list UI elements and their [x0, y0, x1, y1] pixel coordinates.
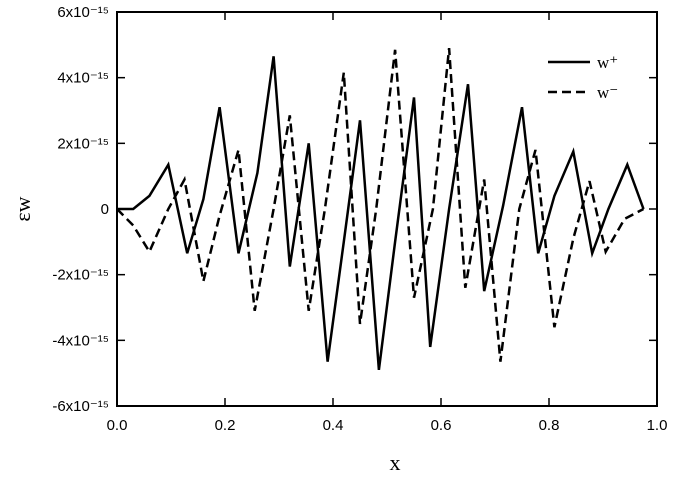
y-tick-label: 4x10⁻¹⁵ — [57, 70, 109, 87]
y-tick-label: -2x10⁻¹⁵ — [52, 267, 109, 284]
x-tick-label: 0.4 — [323, 417, 344, 434]
y-axis-label: εw — [10, 196, 35, 221]
y-tick-label: 0 — [101, 201, 109, 218]
y-tick-label: -4x10⁻¹⁵ — [52, 332, 109, 349]
legend-label: w⁻ — [597, 83, 618, 102]
x-tick-label: 0.0 — [107, 417, 128, 434]
plot-frame — [116, 11, 658, 407]
x-tick-label: 0.2 — [215, 417, 236, 434]
series-line — [116, 47, 645, 362]
y-tick-label: -6x10⁻¹⁵ — [52, 398, 109, 415]
y-tick-label: 2x10⁻¹⁵ — [57, 135, 109, 152]
legend-label: w⁺ — [597, 53, 618, 72]
x-tick-label: 1.0 — [647, 417, 668, 434]
x-tick-label: 0.6 — [431, 417, 452, 434]
y-tick-label: 6x10⁻¹⁵ — [57, 4, 109, 21]
x-axis-label: x — [390, 450, 401, 475]
series-line — [117, 56, 645, 371]
x-tick-label: 0.8 — [539, 417, 560, 434]
